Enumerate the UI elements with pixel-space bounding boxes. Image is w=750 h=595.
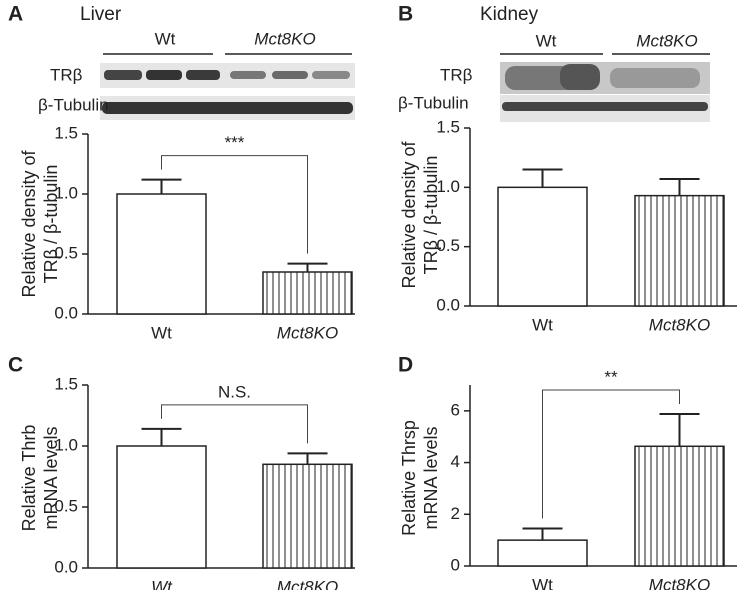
significance-bracket <box>161 404 308 444</box>
y-axis-label: Relative density of TRβ / β-tubulin <box>399 140 441 288</box>
y-tick-label: 1.5 <box>54 123 78 142</box>
x-tick-label: Mct8KO <box>649 575 710 590</box>
x-tick-label: Mct8KO <box>277 577 338 590</box>
y-axis-label: Relative Thrsp mRNA levels <box>399 420 441 536</box>
panel-title: Liver <box>80 4 122 25</box>
bar <box>497 539 588 567</box>
y-tick-label: 1.0 <box>54 183 78 202</box>
blot-group-label: Wt <box>536 31 557 50</box>
y-tick-label: 1.5 <box>436 117 460 136</box>
y-axis-label-line: TRβ / β-tubulin <box>41 165 61 284</box>
panel-title: Kidney <box>480 4 539 25</box>
x-tick-label: Mct8KO <box>277 323 338 342</box>
x-tick-label: Wt <box>151 323 172 342</box>
bar <box>634 194 725 307</box>
y-tick-label: 0.5 <box>436 236 460 255</box>
bar <box>497 186 588 307</box>
x-tick-label: Wt <box>532 575 553 590</box>
y-tick-label: 1.0 <box>436 177 460 196</box>
x-tick-label: Wt <box>532 315 553 334</box>
panel-letter: D <box>398 354 413 377</box>
blot-row-label: TRβ <box>50 65 83 84</box>
y-tick-label: 1.5 <box>54 374 78 393</box>
y-axis-label: Relative density of TRβ / β-tubulin <box>19 149 61 297</box>
y-tick-label: 0.5 <box>54 243 78 262</box>
bar <box>262 463 353 569</box>
x-tick-label: Mct8KO <box>649 315 710 334</box>
significance-bracket <box>542 389 680 519</box>
blot-group-label: Mct8KO <box>636 31 697 50</box>
blot-group-label: Wt <box>155 29 176 48</box>
y-tick-label: 0 <box>451 555 460 574</box>
blot-group-label: Mct8KO <box>254 29 315 48</box>
bar <box>634 445 725 567</box>
y-axis-label-line: Relative density of <box>19 149 39 297</box>
y-tick-label: 1.0 <box>54 435 78 454</box>
panel-letter: A <box>8 3 23 26</box>
y-axis-label-line: Relative Thrsp <box>399 420 419 536</box>
blot-image <box>100 62 710 122</box>
panel-letter: B <box>398 3 413 26</box>
y-axis-label-line: mRNA levels <box>41 426 61 529</box>
bar <box>262 271 353 315</box>
bar <box>116 445 207 569</box>
blot-row-label: TRβ <box>440 65 473 84</box>
y-tick-label: 0.0 <box>54 557 78 576</box>
y-axis-label-line: mRNA levels <box>421 426 441 529</box>
y-axis-label: Relative Thrb mRNA levels <box>19 425 61 532</box>
y-axis-label-line: Relative density of <box>399 140 419 288</box>
y-tick-label: 0.5 <box>54 496 78 515</box>
panel-letter: C <box>8 354 23 377</box>
significance-label: *** <box>225 133 245 152</box>
y-tick-label: 6 <box>451 400 460 419</box>
significance-bracket <box>161 155 308 254</box>
significance-label: N.S. <box>218 382 251 401</box>
bar <box>116 193 207 315</box>
y-tick-label: 4 <box>451 452 460 471</box>
blot-row-label: β-Tubulin <box>38 95 109 114</box>
y-tick-label: 0.0 <box>54 303 78 322</box>
significance-label: ** <box>604 367 618 386</box>
y-tick-label: 2 <box>451 504 460 523</box>
x-tick-label: Wt <box>151 577 173 590</box>
y-axis-label-line: TRβ / β-tubulin <box>421 156 441 275</box>
blot-row-label: β-Tubulin <box>398 93 469 112</box>
y-tick-label: 0.0 <box>436 295 460 314</box>
y-axis-label-line: Relative Thrb <box>19 425 39 532</box>
